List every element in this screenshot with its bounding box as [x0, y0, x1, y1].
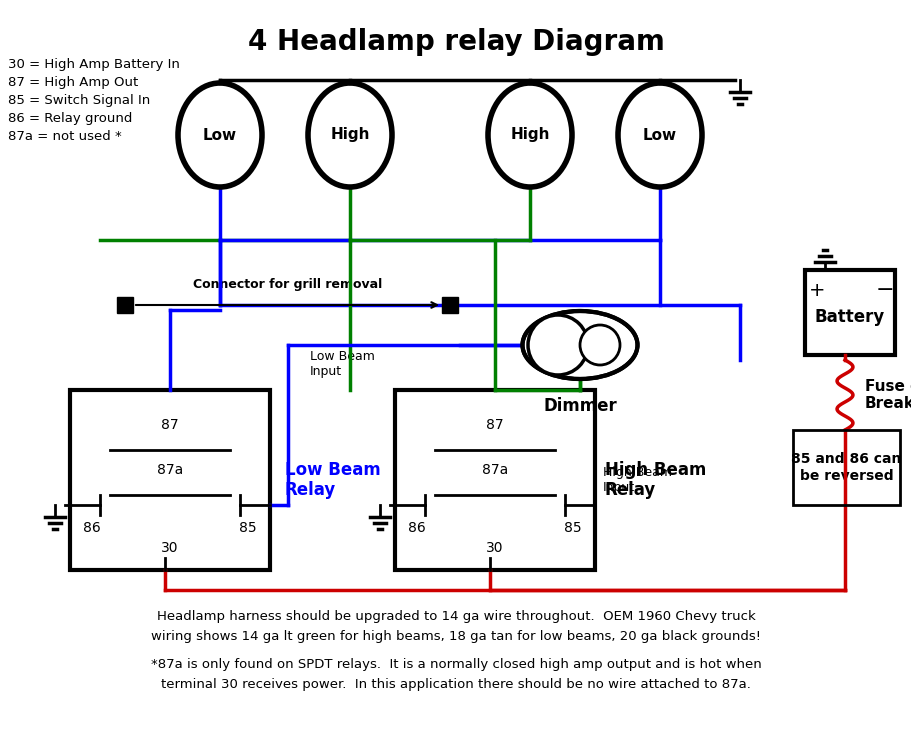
Bar	[793, 430, 899, 505]
Text: Low: Low	[203, 127, 237, 142]
Text: Dimmer: Dimmer	[543, 397, 616, 415]
Text: Low: Low	[642, 127, 676, 142]
Bar	[117, 297, 133, 313]
Text: 87: 87	[161, 418, 179, 432]
Text: Low Beam
Relay: Low Beam Relay	[284, 461, 380, 499]
Text: −: −	[875, 280, 894, 300]
Text: High: High	[330, 127, 369, 142]
Ellipse shape	[527, 315, 588, 375]
Text: High Beam
Input: High Beam Input	[602, 466, 671, 494]
Text: *87a is only found on SPDT relays.  It is a normally closed high amp output and : *87a is only found on SPDT relays. It is…	[150, 658, 761, 671]
Text: 30 = High Amp Battery In
87 = High Amp Out
85 = Switch Signal In
86 = Relay grou: 30 = High Amp Battery In 87 = High Amp O…	[8, 58, 179, 143]
Text: Headlamp harness should be upgraded to 14 ga wire throughout.  OEM 1960 Chevy tr: Headlamp harness should be upgraded to 1…	[157, 610, 754, 623]
Ellipse shape	[579, 325, 619, 365]
Text: 87a: 87a	[157, 463, 183, 477]
Text: 30: 30	[161, 541, 179, 555]
Text: 85: 85	[239, 521, 257, 535]
Text: terminal 30 receives power.  In this application there should be no wire attache: terminal 30 receives power. In this appl…	[161, 678, 750, 691]
Text: High Beam
Relay: High Beam Relay	[604, 461, 706, 499]
Text: 85 and 86 can
be reversed: 85 and 86 can be reversed	[791, 453, 901, 482]
Text: Fuse or
Breaker: Fuse or Breaker	[864, 379, 911, 411]
Text: 30: 30	[486, 541, 503, 555]
Text: Battery: Battery	[814, 308, 885, 327]
Text: 4 Headlamp relay Diagram: 4 Headlamp relay Diagram	[247, 28, 664, 56]
Text: Low Beam
Input: Low Beam Input	[310, 350, 374, 378]
Bar	[804, 270, 894, 355]
Text: +: +	[808, 281, 824, 299]
Text: 86: 86	[83, 521, 101, 535]
Ellipse shape	[522, 311, 637, 379]
Bar	[70, 390, 270, 570]
Text: 85: 85	[564, 521, 581, 535]
Text: 87: 87	[486, 418, 503, 432]
Bar	[442, 297, 457, 313]
Text: Connector for grill removal: Connector for grill removal	[192, 278, 382, 291]
Text: 87a: 87a	[481, 463, 507, 477]
Bar	[394, 390, 594, 570]
Text: High: High	[509, 127, 549, 142]
Text: wiring shows 14 ga lt green for high beams, 18 ga tan for low beams, 20 ga black: wiring shows 14 ga lt green for high bea…	[151, 630, 760, 643]
Text: 86: 86	[408, 521, 425, 535]
